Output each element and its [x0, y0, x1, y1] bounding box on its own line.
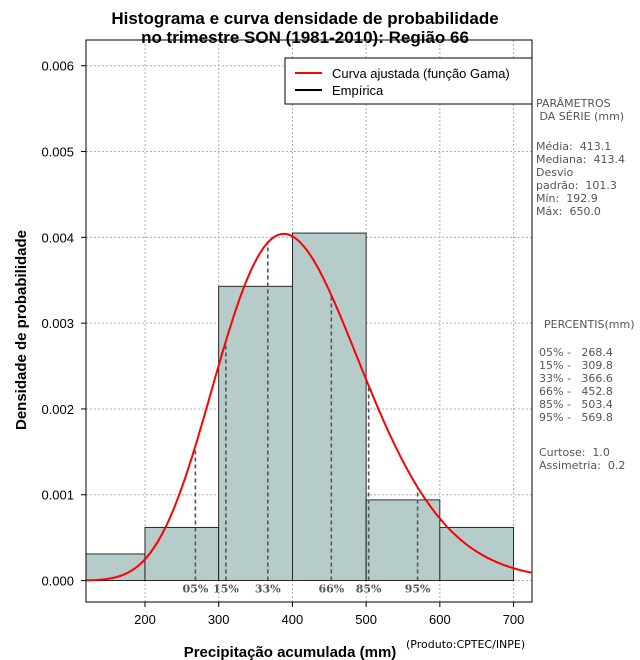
legend-entry: Curva ajustada (função Gama) — [332, 66, 510, 81]
percentile-label: 85% — [356, 583, 382, 596]
y-axis-label: Densidade de probabilidade — [13, 230, 30, 430]
shape-stats: Curtose: 1.0 Assimetria: 0.2 — [539, 446, 626, 472]
x-tick-label: 300 — [208, 612, 230, 627]
x-axis-label: Precipitação acumulada (mm) — [184, 644, 397, 660]
legend-box — [284, 57, 533, 105]
legend-entry: Empírica — [332, 83, 384, 98]
percentile-label: 05% — [183, 583, 209, 596]
chart-title-line: no trimestre SON (1981-2010): Região 66 — [141, 28, 469, 47]
percentile-label: 33% — [255, 583, 281, 596]
gamma-curve — [86, 232, 532, 582]
y-tick-label: 0.000 — [41, 574, 74, 589]
percentis-header: PERCENTIS(mm) — [544, 318, 635, 331]
product-credit: (Produto:CPTEC/INPE) — [406, 638, 526, 651]
percentile-label: 15% — [213, 583, 239, 596]
percentile-label: 66% — [318, 583, 344, 596]
histogram-bar — [439, 526, 514, 581]
histogram-bar — [218, 285, 293, 581]
histogram-bar — [292, 232, 367, 581]
x-tick-label: 200 — [134, 612, 156, 627]
params-values: Média: 413.1 Mediana: 413.4 Desvio padrã… — [536, 140, 625, 218]
y-tick-label: 0.004 — [41, 230, 74, 245]
y-tick-label: 0.002 — [41, 402, 74, 417]
histogram-bar — [365, 499, 441, 581]
plot-frame — [85, 39, 533, 603]
x-tick-label: 600 — [429, 612, 451, 627]
y-tick-label: 0.005 — [41, 145, 74, 160]
x-tick-label: 500 — [355, 612, 377, 627]
params-header: PARÂMETROS DA SÉRIE (mm) — [536, 97, 625, 123]
y-tick-label: 0.006 — [41, 59, 74, 74]
x-tick-label: 400 — [282, 612, 304, 627]
percentis-values: 05% - 268.4 15% - 309.8 33% - 366.6 66% … — [539, 346, 613, 424]
y-tick-label: 0.003 — [41, 316, 74, 331]
y-tick-label: 0.001 — [41, 488, 74, 503]
histogram-bar — [144, 526, 220, 581]
chart-title-line: Histograma e curva densidade de probabil… — [111, 9, 498, 28]
percentile-label: 95% — [405, 583, 431, 596]
x-tick-label: 700 — [503, 612, 525, 627]
